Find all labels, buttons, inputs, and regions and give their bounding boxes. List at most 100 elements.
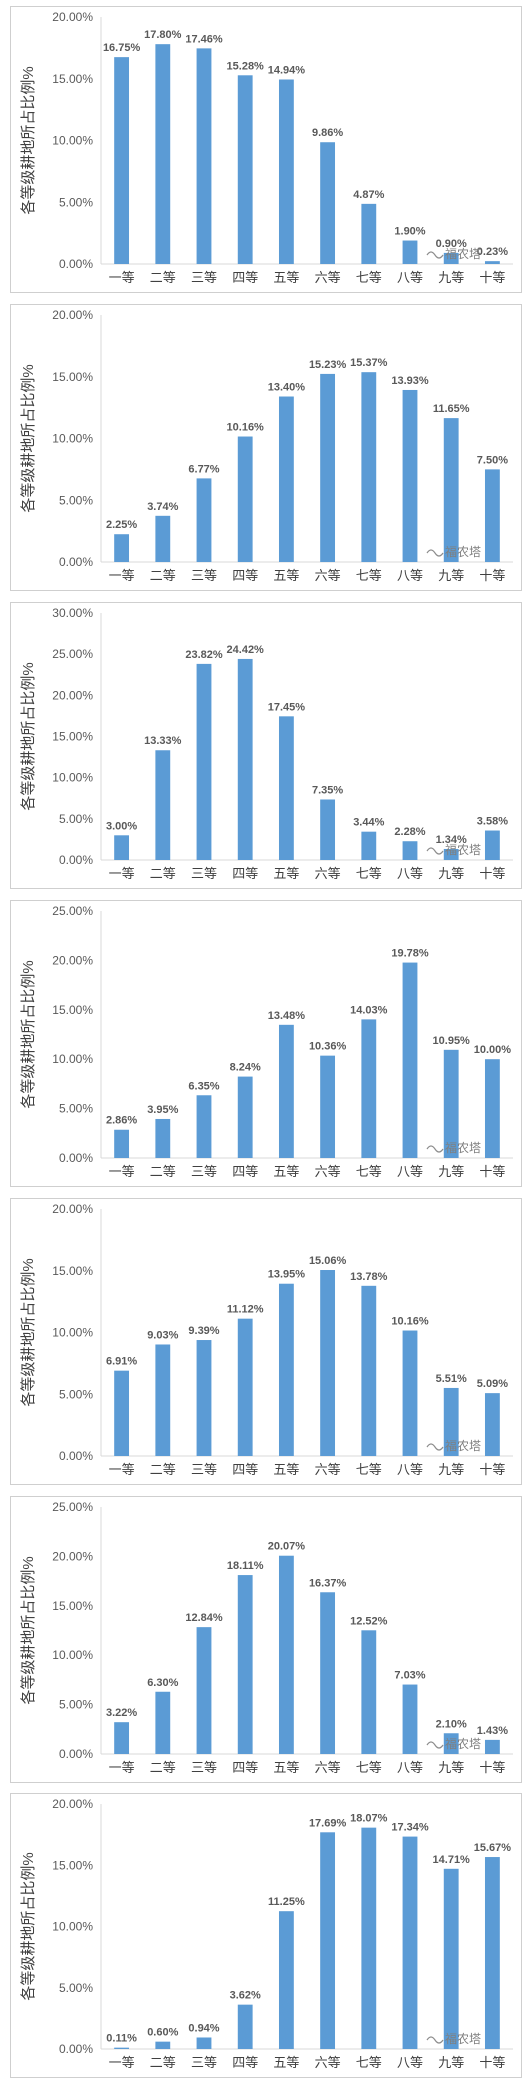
- value-label: 19.78%: [391, 948, 429, 960]
- category-label: 三等: [191, 2055, 217, 2070]
- y-tick-label: 0.00%: [59, 853, 93, 867]
- bar-3: [196, 1627, 212, 1754]
- y-tick-label: 15.00%: [52, 730, 93, 744]
- chart-panel-7: 各等级耕地所占比例% 0.00% 5.00% 10.00% 15.00% 20.00% 0.…: [10, 1793, 522, 2078]
- bar-9: [443, 1387, 459, 1456]
- bar-5: [278, 716, 294, 860]
- value-label: 3.62%: [230, 1990, 261, 2002]
- bar-6: [320, 142, 336, 264]
- value-label: 13.33%: [144, 735, 182, 747]
- category-label: 一等: [109, 2055, 135, 2070]
- category-label: 四等: [232, 568, 258, 583]
- bar-9: [443, 252, 459, 264]
- bar-1: [114, 835, 130, 860]
- category-label: 十等: [479, 1760, 505, 1775]
- category-label: 八等: [397, 2055, 423, 2070]
- bar-chart: 各等级耕地所占比例% 0.00% 5.00% 10.00% 15.00% 20.00% 25…: [19, 904, 513, 1179]
- value-label: 15.28%: [227, 60, 265, 72]
- watermark-icon: [426, 1145, 444, 1153]
- value-label: 1.43%: [477, 1725, 508, 1737]
- category-label: 六等: [315, 1760, 341, 1775]
- value-label: 14.71%: [433, 1854, 471, 1866]
- category-label: 八等: [397, 1760, 423, 1775]
- y-axis-title: 各等级耕地所占比例%: [19, 1556, 37, 1704]
- chart-panel-4: 各等级耕地所占比例% 0.00% 5.00% 10.00% 15.00% 20.00% 25…: [10, 900, 522, 1187]
- y-tick-label: 0.00%: [59, 1747, 93, 1761]
- value-label: 10.16%: [391, 1316, 429, 1328]
- value-label: 5.09%: [477, 1378, 508, 1390]
- value-label: 11.25%: [268, 1896, 305, 1908]
- bar-8: [402, 389, 418, 562]
- value-label: 2.25%: [106, 519, 137, 531]
- bar-5: [278, 1911, 294, 2049]
- category-label: 八等: [397, 1164, 423, 1179]
- category-label: 四等: [232, 866, 258, 881]
- category-label: 一等: [109, 866, 135, 881]
- bar-7: [361, 372, 377, 562]
- value-label: 9.03%: [147, 1329, 178, 1341]
- category-label: 二等: [150, 866, 176, 881]
- bar-9: [443, 848, 459, 860]
- bar-5: [278, 79, 294, 264]
- y-tick-label: 5.00%: [59, 493, 93, 507]
- value-label: 2.86%: [106, 1115, 137, 1127]
- category-label: 二等: [150, 568, 176, 583]
- bar-4: [237, 436, 253, 562]
- y-tick-label: 15.00%: [52, 72, 93, 86]
- bar-2: [155, 1691, 171, 1754]
- bar-6: [320, 1592, 336, 1754]
- bar-2: [155, 750, 171, 860]
- category-label: 六等: [315, 1164, 341, 1179]
- watermark-icon: [426, 1443, 444, 1451]
- category-label: 七等: [356, 568, 382, 583]
- category-label: 一等: [109, 1462, 135, 1477]
- y-tick-label: 10.00%: [52, 1052, 93, 1066]
- bar-8: [402, 1330, 418, 1456]
- watermark-text: 福农塔: [445, 544, 481, 559]
- value-label: 17.69%: [309, 1817, 347, 1829]
- value-label: 20.07%: [268, 1541, 306, 1553]
- value-label: 3.58%: [477, 816, 508, 828]
- category-label: 十等: [479, 568, 505, 583]
- bar-8: [402, 962, 418, 1158]
- bar-5: [278, 1024, 294, 1158]
- value-label: 3.22%: [106, 1707, 137, 1719]
- value-label: 13.48%: [268, 1010, 306, 1022]
- y-tick-label: 20.00%: [52, 1549, 93, 1563]
- y-tick-label: 25.00%: [52, 647, 93, 661]
- category-label: 五等: [273, 1760, 299, 1775]
- y-tick-label: 15.00%: [52, 1264, 93, 1278]
- y-tick-label: 0.00%: [59, 257, 93, 271]
- bar-4: [237, 1575, 253, 1754]
- value-label: 0.94%: [188, 2022, 219, 2034]
- value-label: 8.24%: [230, 1062, 261, 1074]
- value-label: 14.03%: [350, 1004, 388, 1016]
- category-label: 八等: [397, 1462, 423, 1477]
- bar-chart: 各等级耕地所占比例% 0.00% 5.00% 10.00% 15.00% 20.00% 25…: [19, 1500, 513, 1775]
- category-label: 八等: [397, 270, 423, 285]
- y-tick-label: 20.00%: [52, 308, 93, 322]
- bar-4: [237, 2004, 253, 2049]
- bar-3: [196, 1340, 212, 1456]
- category-label: 一等: [109, 1164, 135, 1179]
- category-label: 四等: [232, 1760, 258, 1775]
- category-label: 四等: [232, 270, 258, 285]
- category-label: 九等: [438, 1760, 464, 1775]
- value-label: 10.00%: [474, 1044, 512, 1056]
- y-tick-label: 20.00%: [52, 953, 93, 967]
- bar-2: [155, 515, 171, 562]
- category-label: 七等: [356, 1760, 382, 1775]
- bar-chart: 各等级耕地所占比例% 0.00% 5.00% 10.00% 15.00% 20.00% 6.…: [19, 1202, 513, 1477]
- value-label: 2.10%: [436, 1718, 467, 1730]
- bar-7: [361, 1019, 377, 1158]
- watermark-icon: [426, 2036, 444, 2044]
- value-label: 13.40%: [268, 382, 306, 394]
- value-label: 13.93%: [391, 375, 429, 387]
- y-axis-title: 各等级耕地所占比例%: [19, 364, 37, 512]
- y-tick-label: 20.00%: [52, 688, 93, 702]
- bar-10: [484, 1739, 500, 1754]
- bar-10: [484, 1393, 500, 1456]
- value-label: 0.23%: [477, 246, 508, 258]
- bar-2: [155, 44, 171, 264]
